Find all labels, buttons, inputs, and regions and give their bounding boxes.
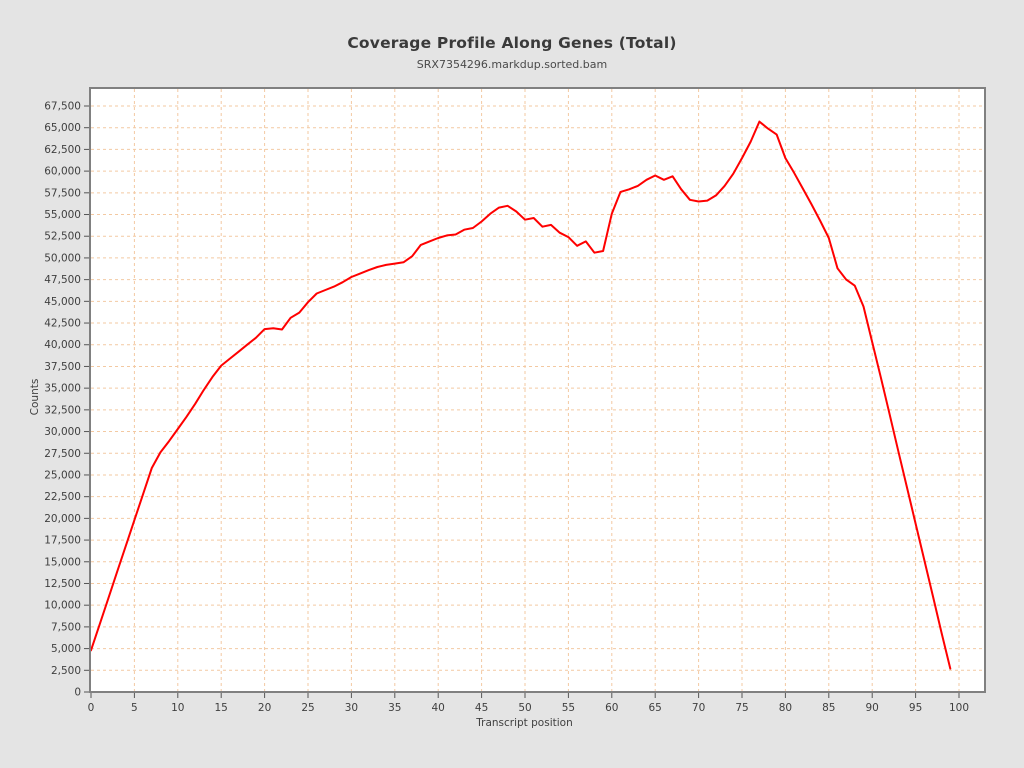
svg-text:42,500: 42,500 — [44, 318, 81, 330]
svg-text:100: 100 — [949, 702, 969, 714]
svg-text:40: 40 — [432, 702, 445, 714]
svg-text:20,000: 20,000 — [44, 513, 81, 525]
svg-text:12,500: 12,500 — [44, 578, 81, 590]
svg-text:70: 70 — [692, 702, 705, 714]
chart-subtitle: SRX7354296.markdup.sorted.bam — [416, 58, 608, 71]
svg-text:5,000: 5,000 — [51, 643, 81, 655]
svg-text:22,500: 22,500 — [44, 491, 81, 503]
chart-title: Coverage Profile Along Genes (Total) — [347, 34, 677, 52]
svg-text:60: 60 — [605, 702, 618, 714]
svg-text:17,500: 17,500 — [44, 535, 81, 547]
svg-text:62,500: 62,500 — [44, 144, 81, 156]
svg-text:10,000: 10,000 — [44, 600, 81, 612]
svg-text:0: 0 — [74, 687, 81, 699]
svg-text:85: 85 — [822, 702, 835, 714]
svg-text:40,000: 40,000 — [44, 339, 81, 351]
svg-text:52,500: 52,500 — [44, 231, 81, 243]
svg-text:47,500: 47,500 — [44, 274, 81, 286]
svg-text:80: 80 — [779, 702, 792, 714]
svg-text:32,500: 32,500 — [44, 404, 81, 416]
svg-text:60,000: 60,000 — [44, 166, 81, 178]
svg-text:10: 10 — [171, 702, 184, 714]
svg-text:30: 30 — [345, 702, 358, 714]
svg-text:25: 25 — [301, 702, 314, 714]
svg-text:7,500: 7,500 — [51, 621, 81, 633]
svg-text:27,500: 27,500 — [44, 448, 81, 460]
y-axis-label: Counts — [29, 378, 41, 416]
svg-text:67,500: 67,500 — [44, 101, 81, 113]
svg-text:37,500: 37,500 — [44, 361, 81, 373]
svg-text:50: 50 — [518, 702, 531, 714]
svg-text:75: 75 — [735, 702, 748, 714]
svg-text:30,000: 30,000 — [44, 426, 81, 438]
svg-text:50,000: 50,000 — [44, 252, 81, 264]
svg-text:5: 5 — [131, 702, 138, 714]
svg-text:65,000: 65,000 — [44, 122, 81, 134]
svg-text:0: 0 — [88, 702, 95, 714]
svg-text:2,500: 2,500 — [51, 665, 81, 677]
svg-text:45,000: 45,000 — [44, 296, 81, 308]
svg-text:35,000: 35,000 — [44, 383, 81, 395]
svg-text:25,000: 25,000 — [44, 469, 81, 481]
svg-text:65: 65 — [649, 702, 662, 714]
svg-text:20: 20 — [258, 702, 271, 714]
svg-text:95: 95 — [909, 702, 922, 714]
svg-text:57,500: 57,500 — [44, 187, 81, 199]
svg-text:15,000: 15,000 — [44, 556, 81, 568]
svg-text:15: 15 — [215, 702, 228, 714]
svg-text:55: 55 — [562, 702, 575, 714]
svg-text:35: 35 — [388, 702, 401, 714]
svg-text:90: 90 — [866, 702, 879, 714]
svg-text:45: 45 — [475, 702, 488, 714]
x-axis-label: Transcript position — [476, 717, 573, 729]
svg-text:55,000: 55,000 — [44, 209, 81, 221]
